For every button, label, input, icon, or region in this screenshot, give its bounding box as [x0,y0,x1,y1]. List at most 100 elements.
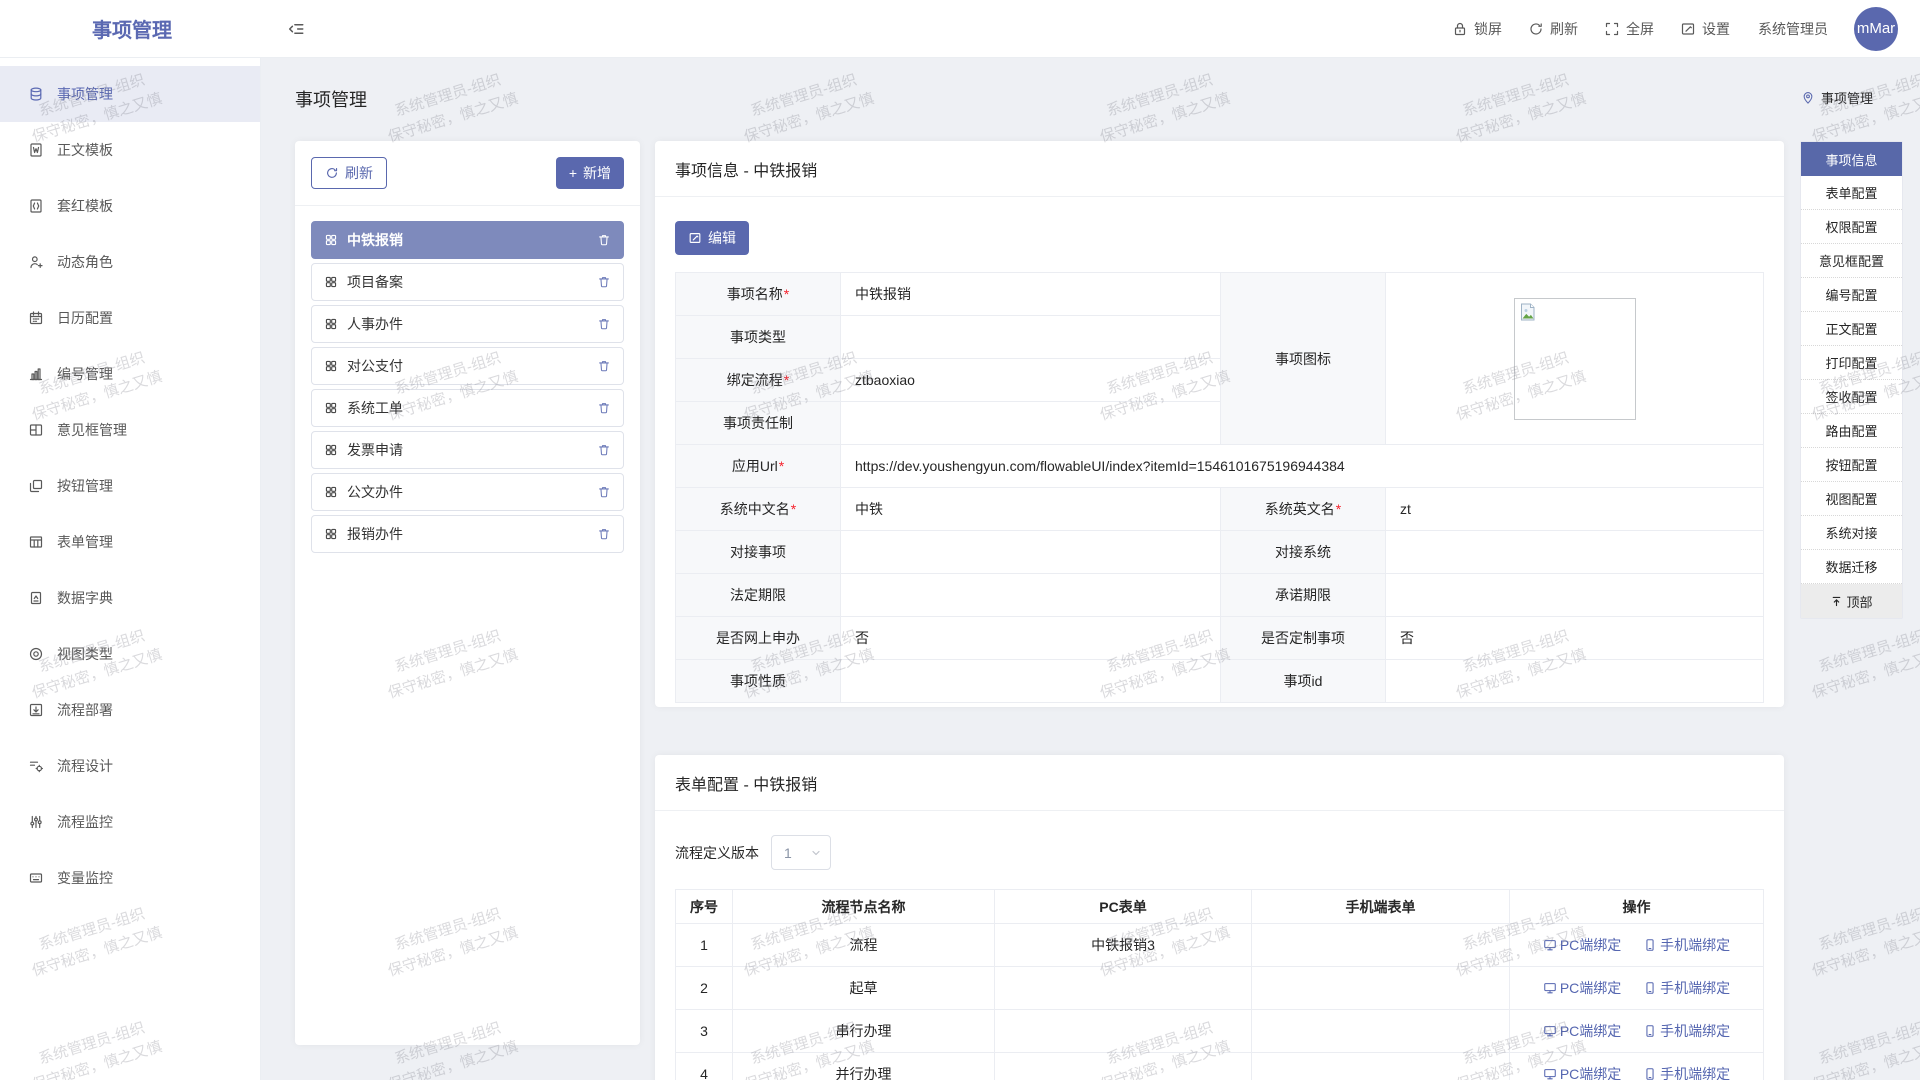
field-label: 事项性质 [675,659,841,703]
sidebar-item[interactable]: 动态角色 [0,234,260,290]
edit-button[interactable]: 编辑 [675,221,749,255]
mobile-bind-link[interactable]: 手机端绑定 [1643,978,1730,998]
edit-icon [688,231,702,245]
field-label: 对接系统 [1220,530,1386,574]
bar-chart-icon [28,366,44,382]
anchor-item[interactable]: 权限配置 [1801,210,1902,244]
refresh-button[interactable]: 刷新 [1528,19,1578,39]
field-value [1385,573,1764,617]
anchor-item[interactable]: 事项信息 [1801,142,1902,176]
version-select[interactable]: 1 [771,835,831,870]
plus-icon: + [568,165,577,181]
anchor-item[interactable]: 路由配置 [1801,414,1902,448]
phone-icon [1643,938,1657,952]
anchor-item[interactable]: 系统对接 [1801,516,1902,550]
phone-icon [1643,1067,1657,1080]
fullscreen-button[interactable]: 全屏 [1604,19,1654,39]
sidebar-item[interactable]: 意见框管理 [0,402,260,458]
deploy-icon [28,702,44,718]
anchor-item[interactable]: 按钮配置 [1801,448,1902,482]
field-label: 绑定流程* [675,358,841,402]
anchor-item[interactable]: 意见框配置 [1801,244,1902,278]
sidebar-item[interactable]: 表单管理 [0,514,260,570]
trash-icon[interactable] [597,401,611,415]
anchor-item[interactable]: 视图配置 [1801,482,1902,516]
lock-screen-button[interactable]: 锁屏 [1452,19,1502,39]
menu-fold-icon[interactable] [287,20,305,38]
trash-icon[interactable] [597,527,611,541]
pc-bind-link[interactable]: PC端绑定 [1543,1064,1621,1080]
list-item[interactable]: 系统工单 [311,389,624,427]
page-title: 事项管理 [295,90,367,110]
field-label: 是否网上申办 [675,616,841,660]
grid-icon [324,401,338,415]
add-item-button[interactable]: + 新增 [555,157,624,189]
field-label: 法定期限 [675,573,841,617]
sidebar-item[interactable]: 正文模板 [0,122,260,178]
pc-form: 中铁报销3 [994,923,1252,967]
node-name: 流程 [732,923,995,967]
refresh-icon [325,166,339,180]
list-item-label: 系统工单 [347,400,403,416]
list-item-label: 发票申请 [347,442,403,458]
list-item[interactable]: 报销办件 [311,515,624,553]
sidebar-item[interactable]: 事项管理 [0,66,260,122]
form-table-body: 1 流程 中铁报销3 PC端绑定 手机端绑定 2 起草 PC端绑定 [675,923,1764,1080]
sidebar-item[interactable]: 按钮管理 [0,458,260,514]
sidebar-item[interactable]: 套红模板 [0,178,260,234]
mobile-bind-link[interactable]: 手机端绑定 [1643,935,1730,955]
list-item[interactable]: 对公支付 [311,347,624,385]
node-name: 起草 [732,966,995,1010]
sidebar-item[interactable]: 数据字典 [0,570,260,626]
sidebar-item[interactable]: 编号管理 [0,346,260,402]
list-item[interactable]: 中铁报销 [311,221,624,259]
table-row: 1 流程 中铁报销3 PC端绑定 手机端绑定 [675,923,1764,967]
node-name: 串行办理 [732,1009,995,1053]
app-logo: 事项管理 [92,20,172,42]
list-item-label: 项目备案 [347,274,403,290]
comment-icon [28,422,44,438]
mobile-bind-link[interactable]: 手机端绑定 [1643,1064,1730,1080]
item-info-title: 事项信息 - 中铁报销 [655,141,1784,197]
list-item[interactable]: 人事办件 [311,305,624,343]
sidebar-item[interactable]: 变量监控 [0,850,260,906]
sidebar-item[interactable]: 视图类型 [0,626,260,682]
settings-button[interactable]: 设置 [1680,19,1730,39]
avatar[interactable]: mMar [1854,6,1898,51]
anchor-item[interactable]: 签收配置 [1801,380,1902,414]
mobile-bind-link[interactable]: 手机端绑定 [1643,1021,1730,1041]
trash-icon[interactable] [597,317,611,331]
sidebar-item[interactable]: 流程部署 [0,682,260,738]
grid-icon [324,527,338,541]
anchor-item[interactable]: 表单配置 [1801,176,1902,210]
list-refresh-button[interactable]: 刷新 [311,157,387,189]
field-label: 系统英文名* [1220,487,1386,531]
trash-icon[interactable] [597,275,611,289]
anchor-item[interactable]: 打印配置 [1801,346,1902,380]
text-doc-icon [28,142,44,158]
trash-icon[interactable] [597,359,611,373]
trash-icon[interactable] [597,485,611,499]
pc-bind-link[interactable]: PC端绑定 [1543,935,1621,955]
pc-bind-link[interactable]: PC端绑定 [1543,1021,1621,1041]
field-value: 否 [840,616,1221,660]
main-content: 事项管理 刷新 + 新增 中铁报销 项目备案 人事办件 对公支付 系统工单 [261,58,1920,1080]
list-item[interactable]: 项目备案 [311,263,624,301]
list-item[interactable]: 发票申请 [311,431,624,469]
pc-bind-link[interactable]: PC端绑定 [1543,978,1621,998]
anchor-item[interactable]: 编号配置 [1801,278,1902,312]
sidebar-item[interactable]: 日历配置 [0,290,260,346]
row-no: 1 [675,923,733,967]
list-item-label: 公文办件 [347,484,403,500]
list-item[interactable]: 公文办件 [311,473,624,511]
fullscreen-icon [1604,21,1620,37]
field-label: 承诺期限 [1220,573,1386,617]
trash-icon[interactable] [597,233,611,247]
sidebar-item[interactable]: 流程监控 [0,794,260,850]
trash-icon[interactable] [597,443,611,457]
sidebar-item[interactable]: 流程设计 [0,738,260,794]
anchor-item[interactable]: 数据迁移 [1801,550,1902,584]
anchor-item[interactable]: 顶部 [1801,584,1902,618]
anchor-item[interactable]: 正文配置 [1801,312,1902,346]
row-no: 4 [675,1052,733,1080]
